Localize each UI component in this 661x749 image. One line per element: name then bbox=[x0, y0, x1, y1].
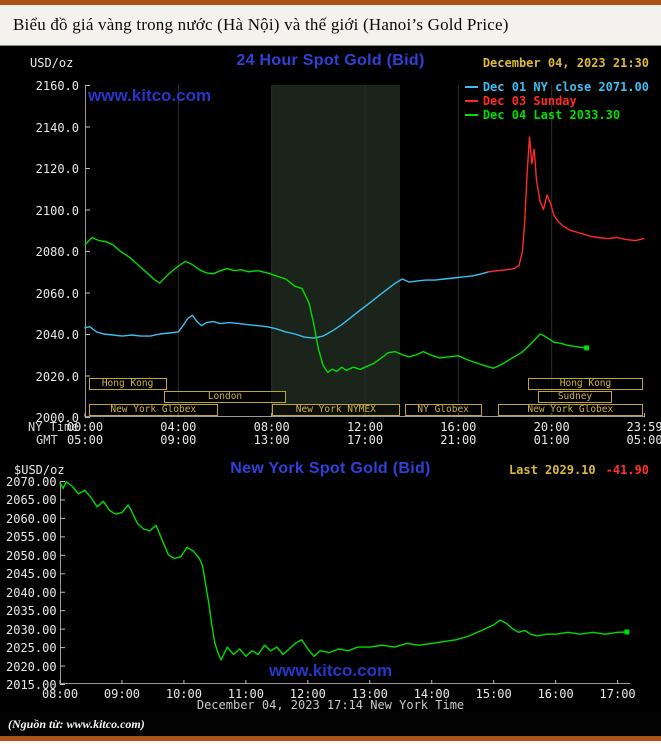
bottom-accent-border bbox=[0, 736, 661, 741]
x-axis-tick-label: 12:00 bbox=[289, 687, 326, 701]
y-axis-tick-label: 2045.00 bbox=[6, 567, 57, 582]
y-axis-tick-label: 2025.00 bbox=[6, 641, 57, 656]
y-axis-tick-label: 2065.00 bbox=[6, 493, 57, 508]
x-axis-tick-label: 11:00 bbox=[227, 687, 264, 701]
y-axis-tick-label: 2100.0 bbox=[35, 203, 79, 218]
x-axis-tick-label: 15:00 bbox=[475, 687, 512, 701]
x-axis-tick-label: 16:00 bbox=[537, 687, 574, 701]
market-session-box: New York NYMEX bbox=[271, 404, 400, 416]
x-axis-tick-label: 16:00 bbox=[440, 420, 477, 434]
page-footer: (Nguồn từ: www.kitco.com) bbox=[0, 712, 661, 736]
legend-label: Dec 01 NY close 2071.00 bbox=[482, 80, 649, 94]
last-price-readout: Last 2029.10 -41.90 bbox=[509, 463, 649, 477]
y-axis-tick-label: 2055.00 bbox=[6, 530, 57, 545]
y-axis-tick-label: 2040.0 bbox=[35, 328, 79, 342]
y-axis-tick-label: 2060.00 bbox=[6, 511, 57, 526]
x-axis-tick-label: 04:00 bbox=[160, 420, 197, 434]
x-axis-tick-label: 20:00 bbox=[533, 420, 570, 434]
legend-label: Dec 03 Sunday bbox=[482, 94, 577, 108]
last-price-label: Last 2029.10 bbox=[508, 463, 596, 477]
price-change-label: -41.90 bbox=[605, 463, 649, 477]
y-axis-tick-label: 2070.00 bbox=[6, 475, 57, 489]
page-title: Biểu đồ giá vàng trong nước (Hà Nội) và … bbox=[13, 15, 509, 34]
x-axis-tick-label: 05:00 bbox=[66, 433, 104, 447]
chart-timestamp: December 04, 2023 21:30 bbox=[482, 56, 649, 70]
x-axis-tick-label: 09:00 bbox=[160, 433, 197, 447]
market-session-box: Hong Kong bbox=[528, 378, 643, 390]
x-axis-tick-label: 08:00 bbox=[41, 687, 79, 701]
legend-entry: Dec 01 NY close 2071.00 bbox=[464, 80, 649, 94]
y-axis-tick-label: 2020.0 bbox=[35, 369, 79, 384]
y-axis-tick-label: 2035.00 bbox=[6, 604, 57, 619]
legend-label: Dec 04 Last 2033.30 bbox=[482, 108, 621, 122]
y-axis-tick-label: 2140.0 bbox=[35, 120, 79, 135]
chart-legend: Dec 01 NY close 2071.00 Dec 03 Sunday Dec … bbox=[464, 80, 649, 122]
market-session-box: Sudney bbox=[537, 391, 613, 403]
chart-datetime-caption: December 04, 2023 17:14 New York Time bbox=[196, 698, 465, 712]
top-accent-border bbox=[0, 0, 661, 5]
y-axis-tick-label: 2030.00 bbox=[6, 622, 57, 637]
chart-title: New York Spot Gold (Bid) bbox=[230, 460, 431, 477]
kitco-watermark: www.kitco.com bbox=[268, 661, 393, 680]
x-axis-tick-label: 13:00 bbox=[253, 433, 290, 447]
legend-color-dash bbox=[464, 114, 478, 116]
x-axis-tick-label: 05:00 bbox=[626, 433, 661, 447]
chart-ny-spot-gold: $USD/oz New York Spot Gold (Bid) Last 20… bbox=[0, 455, 661, 712]
chart-canvas bbox=[59, 480, 630, 685]
x-axis-tick-label: 17:00 bbox=[599, 687, 636, 701]
plot-area bbox=[84, 85, 646, 418]
x-axis-tick-label: 12:00 bbox=[346, 420, 384, 434]
chart-24h-spot-gold: USD/oz 24 Hour Spot Gold (Bid) December … bbox=[0, 46, 661, 455]
plot-area bbox=[59, 480, 630, 685]
market-session-box: London bbox=[164, 391, 286, 403]
bottom-spacer bbox=[0, 741, 661, 749]
x-axis-tick-label: 13:00 bbox=[351, 687, 388, 701]
x-axis-row-label: NY Time bbox=[28, 420, 79, 434]
x-axis-tick-label: 14:00 bbox=[413, 687, 450, 701]
x-axis-tick-label: 00:00 bbox=[66, 420, 104, 434]
market-session-box: New York Globex bbox=[88, 404, 218, 416]
y-axis-tick-label: 2050.00 bbox=[6, 548, 57, 563]
chart-title: 24 Hour Spot Gold (Bid) bbox=[236, 52, 425, 69]
y-axis-tick-label: 2120.0 bbox=[35, 162, 79, 176]
y-axis-unit-label: $USD/oz bbox=[14, 463, 65, 477]
x-axis-tick-label: 01:00 bbox=[533, 433, 570, 447]
x-axis-tick-label: 10:00 bbox=[165, 687, 202, 701]
legend-entry: Dec 03 Sunday bbox=[464, 94, 649, 108]
market-session-box: New York Globex bbox=[498, 404, 643, 416]
x-axis-tick-label: 08:00 bbox=[253, 420, 290, 434]
y-axis-tick-label: 2080.0 bbox=[35, 245, 79, 259]
source-note: (Nguồn từ: www.kitco.com) bbox=[8, 716, 145, 731]
y-axis-tick-label: 2015.00 bbox=[6, 678, 57, 692]
y-axis-unit-label: USD/oz bbox=[30, 56, 74, 70]
legend-entry: Dec 04 Last 2033.30 bbox=[464, 108, 649, 122]
legend-color-dash bbox=[464, 100, 478, 102]
market-session-box: NY Globex bbox=[404, 404, 482, 416]
y-axis-tick-label: 2040.00 bbox=[6, 585, 57, 600]
y-axis-tick-label: 2060.0 bbox=[35, 286, 79, 301]
y-axis-tick-label: 2000.0 bbox=[35, 411, 79, 425]
market-session-box: Hong Kong bbox=[88, 378, 167, 390]
page-header: Biểu đồ giá vàng trong nước (Hà Nội) và … bbox=[0, 5, 661, 46]
y-axis-tick-label: 2020.00 bbox=[6, 659, 57, 674]
x-axis-tick-label: 17:00 bbox=[346, 433, 384, 447]
x-axis-tick-label: 23:59 bbox=[626, 420, 661, 434]
y-axis-tick-label: 2160.0 bbox=[35, 79, 79, 93]
charts-panel: USD/oz 24 Hour Spot Gold (Bid) December … bbox=[0, 46, 661, 712]
x-axis-row-label: GMT bbox=[36, 433, 58, 447]
chart-canvas bbox=[84, 85, 646, 418]
x-axis-tick-label: 09:00 bbox=[103, 687, 141, 701]
kitco-watermark: www.kitco.com bbox=[88, 86, 212, 105]
x-axis-tick-label: 21:00 bbox=[440, 433, 477, 447]
legend-color-dash bbox=[464, 86, 478, 88]
